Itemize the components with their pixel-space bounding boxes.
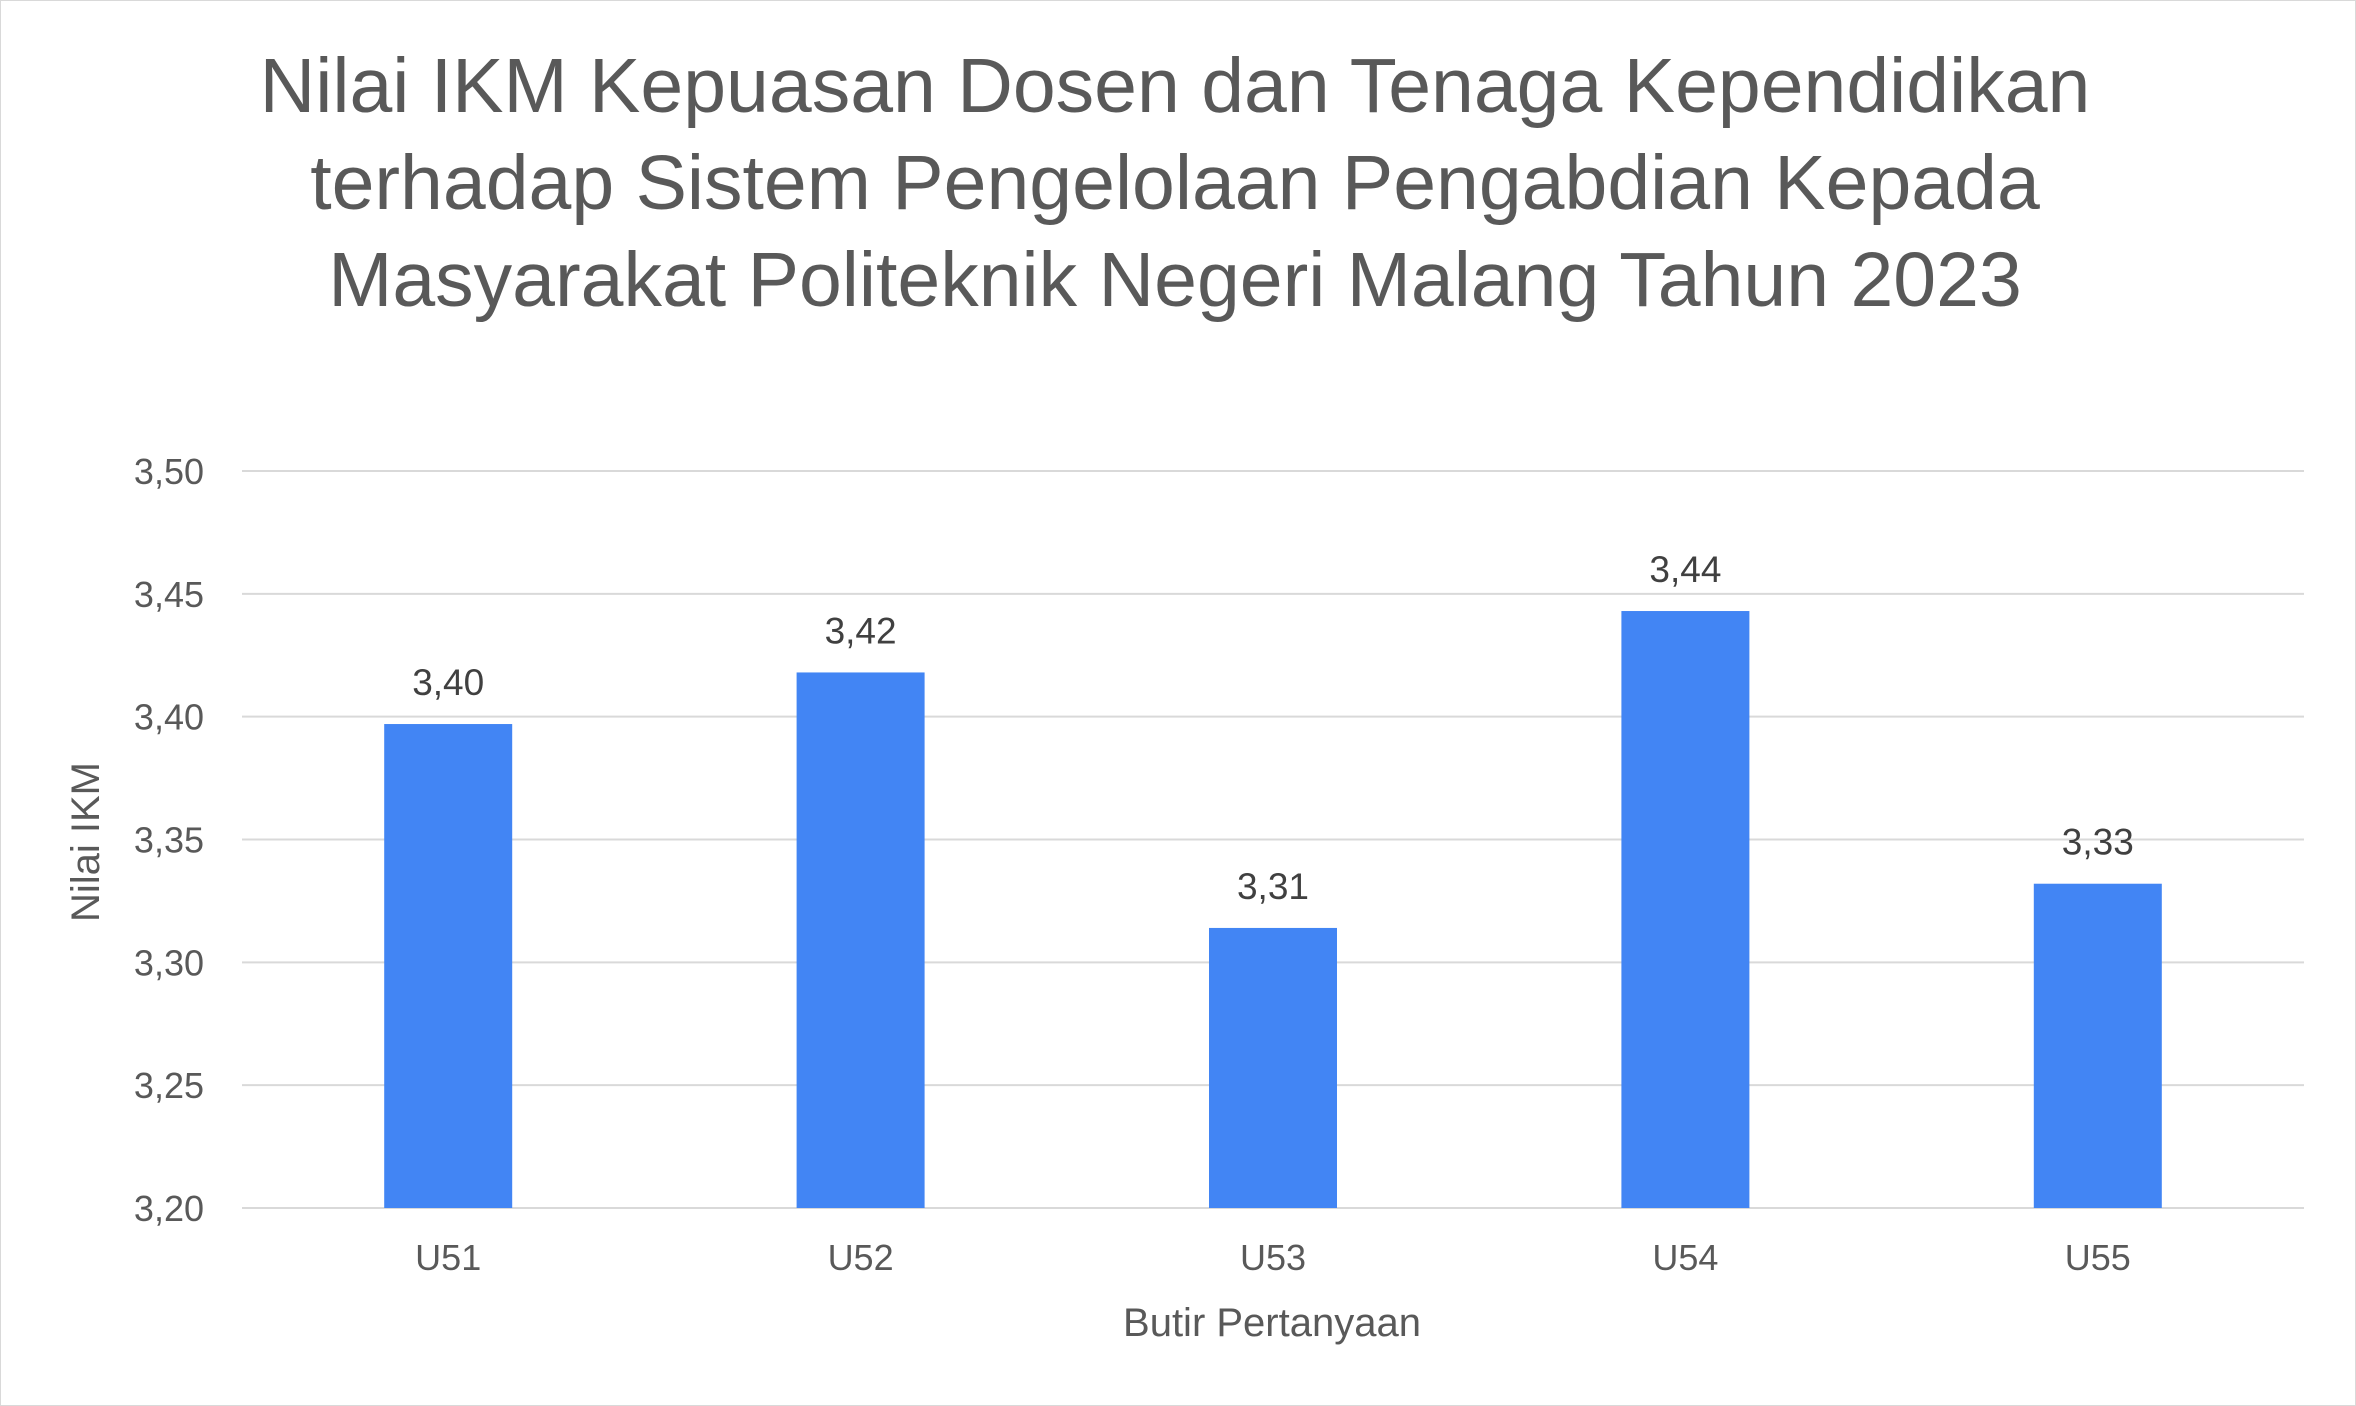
data-label-u52: 3,42 [825,610,897,651]
x-axis-title: Butir Pertanyaan [1123,1301,1421,1345]
data-label-u51: 3,40 [412,662,484,703]
bar-u53 [1209,927,1337,1208]
y-tick-label: 3,20 [134,1188,204,1229]
data-label-u55: 3,33 [2062,822,2134,863]
y-tick-label: 3,50 [134,451,204,492]
x-tick-label: U53 [1240,1237,1306,1278]
y-tick-label: 3,40 [134,697,204,738]
x-tick-label: U52 [828,1237,894,1278]
bar-u55 [2033,883,2162,1208]
bar-u54 [1621,611,1750,1208]
y-tick-label: 3,30 [134,942,204,983]
x-tick-label: U55 [2065,1237,2131,1278]
labels: 3,20 3,25 3,30 3,35 3,40 3,45 3,50 3,40 U51 3,42 U… [134,451,2134,1278]
bars [384,611,2162,1208]
y-tick-label: 3,35 [134,820,204,861]
y-tick-label: 3,25 [134,1065,204,1106]
data-label-u53: 3,31 [1237,866,1309,907]
x-tick-label: U54 [1652,1237,1718,1278]
data-label-u54: 3,44 [1649,549,1721,590]
y-tick-label: 3,45 [134,574,204,615]
y-axis-title: Nilai IKM [64,762,108,922]
x-tick-label: U51 [415,1237,481,1278]
bar-u52 [796,672,925,1208]
chart-title: Nilai IKM Kepuasan Dosen dan Tenaga Kepe… [259,43,2091,323]
bar-u51 [384,724,513,1208]
